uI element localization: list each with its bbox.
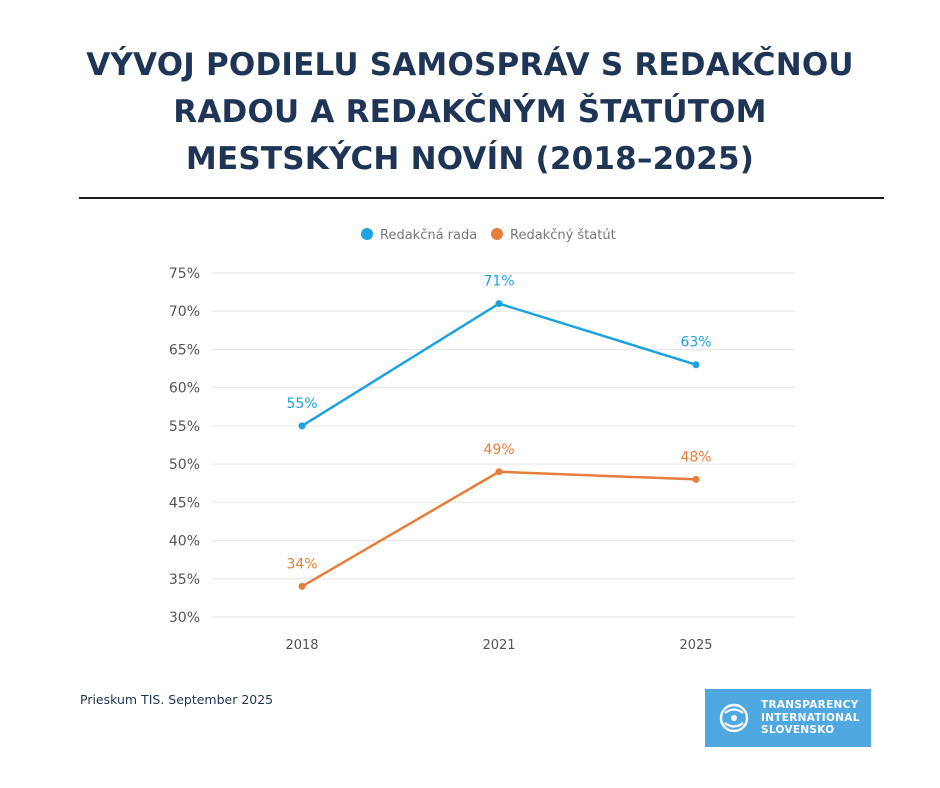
data-point bbox=[298, 422, 306, 430]
legend-marker bbox=[491, 228, 503, 240]
y-tick-label: 30% bbox=[169, 610, 200, 626]
chart-title: VÝVOJ PODIELU SAMOSPRÁV S REDAKČNOU RADO… bbox=[0, 42, 940, 183]
title-line-3: MESTSKÝCH NOVÍN (2018–2025) bbox=[185, 141, 755, 177]
series-line bbox=[301, 302, 697, 427]
data-label: 71% bbox=[483, 274, 514, 290]
data-label: 34% bbox=[286, 556, 317, 572]
data-point bbox=[692, 361, 700, 369]
y-tick-label: 70% bbox=[169, 304, 200, 320]
series-line bbox=[301, 470, 697, 588]
y-tick-label: 55% bbox=[169, 419, 200, 435]
data-label: 48% bbox=[680, 449, 711, 465]
data-label: 63% bbox=[680, 335, 711, 351]
y-tick-label: 65% bbox=[169, 342, 200, 358]
y-tick-label: 75% bbox=[169, 266, 200, 282]
y-tick-label: 40% bbox=[169, 534, 200, 550]
title-divider bbox=[79, 197, 884, 199]
logo-line-3: SLOVENSKO bbox=[761, 724, 835, 736]
data-label: 55% bbox=[286, 396, 317, 412]
logo-line-2: INTERNATIONAL bbox=[761, 711, 860, 724]
data-label: 49% bbox=[483, 442, 514, 458]
logo-line-1: TRANSPARENCY bbox=[761, 699, 859, 711]
y-tick-label: 60% bbox=[169, 381, 200, 397]
y-tick-label: 45% bbox=[169, 495, 200, 511]
line-chart: 30% 35% 40% 45% 50% 55% 60% 65% 70% 75% 2018 2021 20… bbox=[169, 228, 795, 653]
data-point bbox=[495, 468, 503, 476]
legend-label: Redakčný štatút bbox=[510, 228, 616, 243]
legend-label: Redakčná rada bbox=[380, 228, 477, 243]
title-line-2: RADOU A REDAKČNÝM ŠTATÚTOM bbox=[173, 94, 767, 130]
y-tick-label: 35% bbox=[169, 572, 200, 588]
x-tick-label: 2018 bbox=[285, 638, 318, 653]
x-tick-label: 2021 bbox=[482, 638, 515, 653]
ti-logo-icon bbox=[719, 703, 749, 733]
data-point bbox=[692, 475, 700, 483]
transparency-international-logo: TRANSPARENCY INTERNATIONAL SLOVENSKO bbox=[705, 689, 871, 747]
logo-text: TRANSPARENCY INTERNATIONAL SLOVENSKO bbox=[761, 699, 860, 737]
data-point bbox=[298, 582, 306, 590]
source-note: Prieskum TIS. September 2025 bbox=[80, 692, 274, 707]
title-line-1: VÝVOJ PODIELU SAMOSPRÁV S REDAKČNOU bbox=[86, 47, 854, 83]
data-point bbox=[495, 300, 503, 308]
y-tick-label: 50% bbox=[169, 457, 200, 473]
legend-marker bbox=[361, 228, 373, 240]
x-tick-label: 2025 bbox=[679, 638, 712, 653]
